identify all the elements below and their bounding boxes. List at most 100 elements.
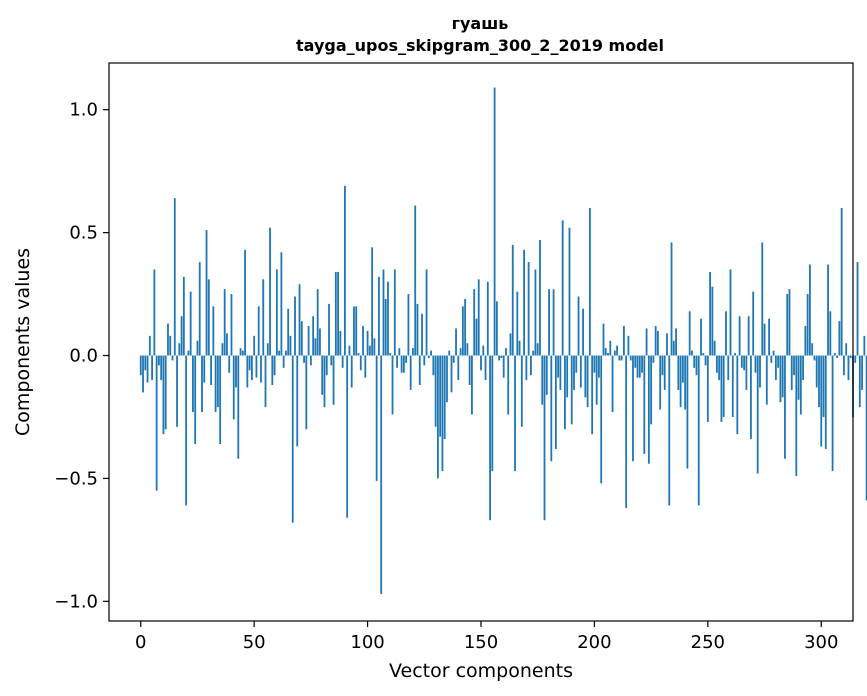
bar-93: [350, 355, 353, 388]
bar-221: [641, 355, 643, 373]
bar-166: [516, 291, 519, 356]
bar-200: [593, 355, 596, 373]
bar-265: [740, 355, 743, 368]
bar-162: [507, 355, 510, 415]
x-axis-label: Vector components: [389, 660, 573, 682]
bar-11: [164, 355, 167, 430]
bar-194: [579, 355, 582, 388]
bar-257: [722, 355, 725, 417]
bar-294: [806, 294, 809, 356]
bar-134: [443, 355, 446, 440]
bar-196: [584, 355, 587, 398]
y-tick-label: 0.5: [69, 223, 98, 244]
bar-205: [604, 348, 607, 356]
bar-230: [661, 355, 664, 376]
bar-258: [725, 311, 727, 356]
bar-131: [437, 355, 439, 479]
bar-40: [230, 294, 233, 356]
bar-283: [781, 355, 784, 398]
bar-37: [223, 289, 226, 356]
bar-312: [847, 355, 850, 381]
bar-225: [650, 355, 653, 425]
bar-105: [378, 276, 380, 356]
bar-219: [636, 355, 639, 378]
bar-296: [811, 343, 814, 356]
bar-191: [573, 355, 575, 390]
bar-1: [142, 355, 144, 393]
x-axis-ticks: 0 50 100 150 200 250 300: [135, 621, 838, 653]
bar-249: [704, 355, 707, 366]
bar-129: [432, 355, 435, 376]
bar-10: [162, 355, 165, 435]
bar-168: [520, 355, 523, 427]
bar-279: [772, 350, 775, 356]
bar-117: [405, 355, 408, 363]
bar-125: [423, 355, 426, 366]
bar-8: [158, 355, 160, 366]
bar-20: [185, 355, 188, 506]
bar-319: [863, 335, 866, 356]
bar-297: [813, 355, 816, 361]
bar-315: [854, 355, 857, 363]
bar-13: [169, 335, 172, 356]
bar-198: [588, 208, 591, 356]
bar-181: [550, 355, 553, 462]
bar-251: [709, 271, 711, 356]
bar-139: [455, 328, 457, 356]
bar-70: [298, 284, 301, 356]
bar-29: [205, 230, 208, 356]
bar-304: [829, 311, 832, 356]
bar-151: [482, 345, 485, 356]
bar-111: [391, 355, 394, 415]
bar-74: [307, 326, 310, 356]
bar-60: [275, 269, 278, 356]
y-tick-label: 1.0: [69, 100, 98, 121]
bar-262: [734, 353, 736, 356]
bar-115: [400, 355, 403, 373]
bar-252: [711, 286, 714, 356]
bar-62: [280, 252, 283, 356]
bar-112: [393, 269, 396, 356]
bar-43: [237, 355, 240, 459]
bar-226: [652, 355, 655, 363]
bar-302: [824, 355, 827, 449]
bar-286: [788, 289, 791, 356]
bar-276: [765, 355, 768, 405]
bar-102: [371, 247, 374, 356]
bar-128: [430, 350, 432, 356]
bar-295: [809, 264, 811, 356]
bar-299: [818, 355, 820, 408]
bar-192: [575, 355, 578, 373]
bar-272: [756, 355, 759, 474]
bar-176: [539, 239, 541, 356]
bar-21: [187, 350, 190, 356]
bar-184: [557, 355, 560, 378]
bar-4: [148, 335, 151, 356]
bar-132: [439, 355, 442, 437]
bar-158: [498, 355, 501, 361]
bar-199: [591, 355, 594, 435]
bar-313: [849, 355, 852, 358]
bar-207: [609, 340, 612, 356]
bar-109: [387, 281, 389, 356]
y-axis-label: Components values: [12, 248, 34, 436]
bar-237: [677, 355, 680, 390]
bar-55: [264, 355, 267, 408]
bar-183: [554, 355, 557, 449]
bar-281: [777, 355, 780, 368]
bar-23: [192, 355, 194, 413]
x-tick-label: 150: [464, 632, 498, 653]
bar-275: [763, 323, 766, 356]
bar-46: [244, 249, 246, 356]
bar-234: [670, 242, 673, 356]
bar-203: [600, 355, 603, 484]
bar-47: [246, 355, 249, 388]
bar-246: [697, 355, 700, 506]
bar-178: [543, 355, 546, 521]
bar-77: [314, 338, 317, 356]
bar-89: [341, 355, 344, 368]
bar-187: [564, 355, 566, 430]
bar-161: [505, 348, 507, 356]
bar-51: [255, 355, 258, 378]
bar-79: [319, 328, 321, 356]
